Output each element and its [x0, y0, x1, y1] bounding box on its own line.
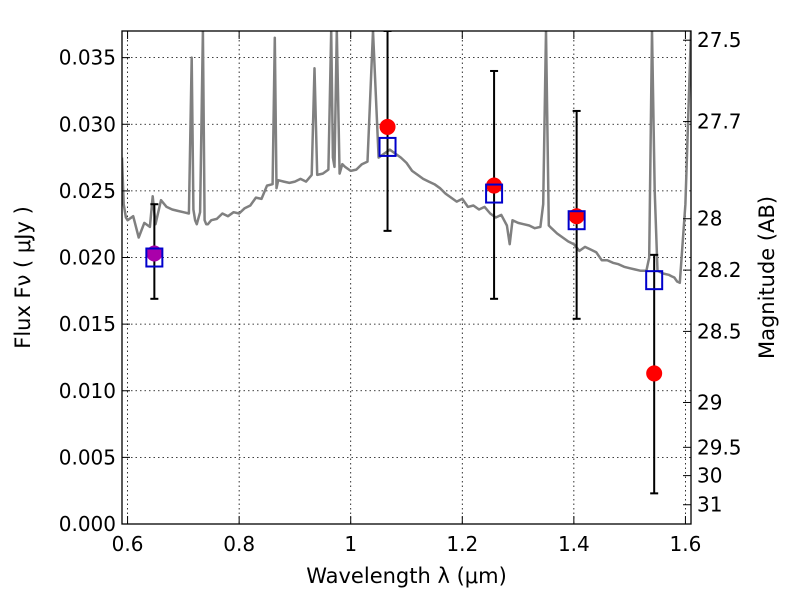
- model-point: [567, 210, 586, 231]
- y2-tick-label: 28: [697, 207, 722, 231]
- y2-tick-label: 31: [697, 493, 722, 517]
- grid: [122, 31, 691, 525]
- model-point: [145, 247, 164, 268]
- y2-axis-title: Magnitude (AB): [755, 196, 779, 359]
- x-tick-label: 1.4: [558, 532, 590, 556]
- error-bars: [150, 31, 659, 495]
- y-tick-label: 0.025: [59, 179, 116, 203]
- observed-point: [486, 177, 503, 194]
- y-axis-title: Flux Fν ( μJy ): [11, 206, 35, 349]
- x-tick-label: 1.2: [446, 532, 478, 556]
- x-tick-label: 0.8: [223, 532, 255, 556]
- observed-points: [146, 118, 663, 382]
- y-tick-label: 0.010: [59, 379, 116, 403]
- x-axis-title: Wavelength λ (μm): [306, 564, 507, 588]
- y2-tick-label: 29.5: [697, 435, 742, 459]
- x-tick-label: 1: [344, 532, 357, 556]
- y2-tick-label: 29: [697, 390, 722, 414]
- y-tick-label: 0.035: [59, 46, 116, 70]
- y2-tick-label: 27.7: [697, 110, 742, 134]
- model-point: [645, 270, 664, 291]
- plot-area: [122, 31, 691, 495]
- y-tick-label: 0.000: [59, 512, 116, 536]
- y2-tick-label: 30: [697, 464, 722, 488]
- plot-frame: [121, 30, 692, 525]
- x-tick-label: 1.6: [670, 532, 702, 556]
- observed-point: [646, 365, 663, 382]
- y-tick-label: 0.005: [59, 445, 116, 469]
- model-point: [485, 183, 504, 204]
- y2-tick-label: 28.2: [697, 258, 742, 282]
- y-tick-label: 0.030: [59, 112, 116, 136]
- model-points: [145, 136, 664, 291]
- y-tick-label: 0.020: [59, 246, 116, 270]
- y2-tick-label: 28.5: [697, 319, 742, 343]
- model-point: [378, 136, 397, 157]
- axis-ticks: 0.6 0.8 1 1.2 1.4 1.6 0.000 0.005 0.010 0.015 0.02…: [59, 28, 742, 556]
- y2-tick-label: 27.5: [697, 28, 742, 52]
- x-tick-label: 0.6: [112, 532, 144, 556]
- model-spectrum-line: [122, 31, 691, 285]
- observed-point: [379, 118, 396, 135]
- y-tick-label: 0.015: [59, 312, 116, 336]
